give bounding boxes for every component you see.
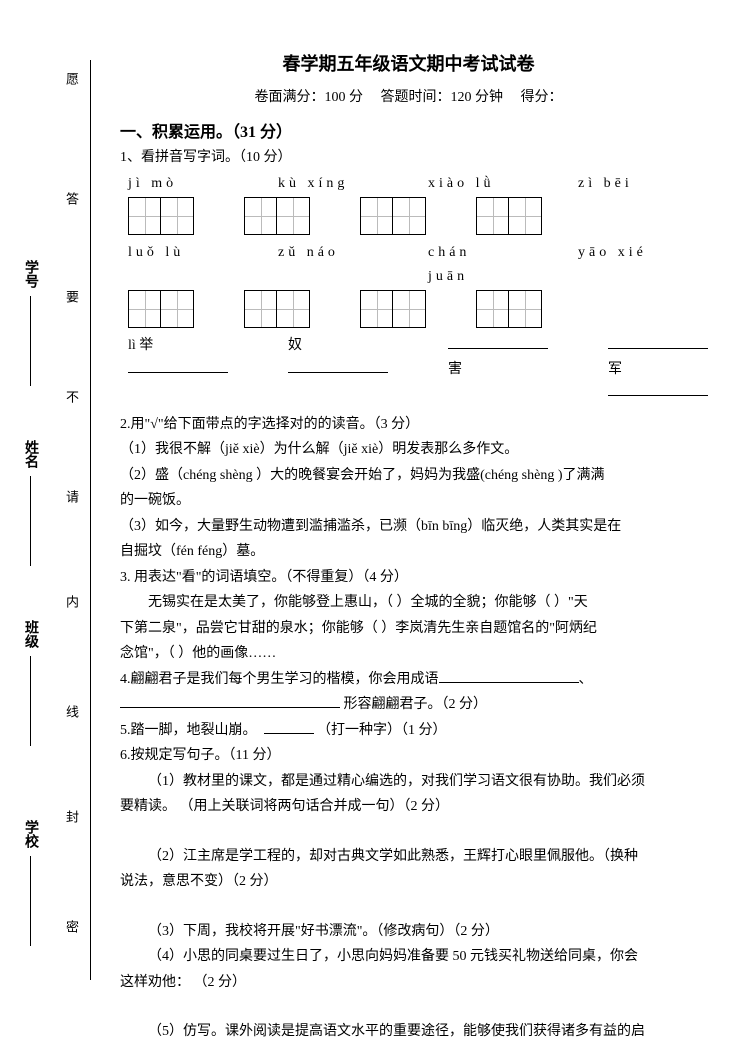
q2-l2b: 的一碗饭。: [120, 489, 697, 513]
blank[interactable]: [608, 382, 708, 396]
tianzige[interactable]: [476, 197, 542, 235]
full-marks-label: 卷面满分：: [255, 90, 325, 105]
q2-l3b: 自掘坟（fén féng）墓。: [120, 540, 697, 564]
q4-l1: 4.翩翩君子是我们每个男生学习的楷模，你会用成语: [120, 672, 439, 687]
binding-char-4: 不: [62, 390, 81, 403]
binding-char-7: 线: [62, 705, 81, 718]
q2-l2a: （2）盛（chéng shèng ）大的晚餐宴会开始了，妈妈为我盛(chéng …: [120, 464, 697, 488]
pinyin-8: yāo xié: [578, 241, 668, 288]
binding-char-9: 密: [62, 920, 81, 933]
q6-s3: （3）下周，我校将开展"好书漂流"。（修改病句）（2 分）: [120, 920, 697, 944]
field-number-label: 学号: [23, 260, 38, 288]
q3-stem: 3. 用表达"看"的词语填空。（不得重复）（4 分）: [120, 566, 697, 590]
exam-title: 春学期五年级语文期中考试试卷: [120, 50, 697, 76]
blank[interactable]: [439, 682, 579, 683]
answer-space[interactable]: [120, 996, 697, 1018]
q2-l1: （1）我很不解（jiě xiè）为什么解（jiě xiè）明发表那么多作文。: [120, 438, 697, 462]
section-1-body: 1、看拼音写字词。（10 分） jì mò kù xíng xiào lǜ zì…: [120, 146, 697, 1044]
binding-char-6: 内: [62, 595, 81, 608]
exam-page: 愿 答 要 不 请 内 线 封 密 学校 班级 姓名 学号: [0, 0, 737, 1020]
fill-b: 奴: [288, 334, 388, 358]
binding-margin: 愿 答 要 不 请 内 线 封 密 学校 班级 姓名 学号: [0, 0, 110, 1020]
tianzige[interactable]: [244, 197, 310, 235]
q6-s5: （5）仿写。课外阅读是提高语文水平的重要途径，能够使我们获得诸多有益的启: [120, 1020, 697, 1044]
q5: 5.踏一脚，地裂山崩。 （打一种字）（1 分）: [120, 719, 697, 743]
section-1-heading: 一、积累运用。（31 分）: [120, 118, 697, 142]
field-name-label: 姓名: [23, 440, 38, 468]
pinyin-5: luǒ lù: [128, 241, 218, 288]
q6-s2a: （2）江主席是学工程的，却对古典文学如此熟悉，王辉打心眼里佩服他。（换种: [120, 845, 697, 869]
q1-stem: 1、看拼音写字词。（10 分）: [120, 146, 697, 170]
binding-char-1: 愿: [62, 72, 81, 85]
q5-hint: （打一种字）（1 分）: [317, 723, 447, 738]
pinyin-6: zǔ náo: [278, 241, 368, 288]
q1-boxes-row-2: [128, 290, 697, 328]
answer-space[interactable]: [120, 821, 697, 843]
field-class-label: 班级: [23, 620, 38, 648]
q6-s4a: （4）小思的同桌要过生日了，小思向妈妈准备要 50 元钱买礼物送给同桌，你会: [120, 945, 697, 969]
pinyin-2: kù xíng: [278, 172, 368, 196]
blank[interactable]: [608, 335, 708, 349]
field-school-label: 学校: [23, 820, 38, 848]
fill-a: lì 举: [128, 334, 228, 358]
exam-meta: 卷面满分：100 分 答题时间：120 分钟 得分：: [120, 86, 697, 106]
q1-boxes-row-1: [128, 197, 697, 235]
pinyin-1: jì mò: [128, 172, 218, 196]
q1-pinyin-row-2: luǒ lù zǔ náo chán juān yāo xié: [128, 241, 697, 288]
tianzige[interactable]: [476, 290, 542, 328]
field-class-line: [30, 656, 31, 746]
q1-pinyin-row-1: jì mò kù xíng xiào lǜ zì bēi: [128, 172, 697, 196]
tianzige[interactable]: [360, 197, 426, 235]
blank[interactable]: [128, 359, 228, 373]
tianzige[interactable]: [360, 290, 426, 328]
field-school-line: [30, 856, 31, 946]
q2-stem: 2.用"√"给下面带点的字选择对的的读音。（3 分）: [120, 413, 697, 437]
tianzige[interactable]: [128, 197, 194, 235]
time-value: 120 分钟: [451, 90, 504, 105]
tianzige[interactable]: [128, 290, 194, 328]
binding-char-8: 封: [62, 810, 81, 823]
binding-fields: 学校 班级 姓名 学号: [20, 60, 40, 980]
pinyin-4: zì bēi: [578, 172, 668, 196]
field-name-line: [30, 476, 31, 566]
q6-s1b: 要精读。 （用上关联词将两句话合并成一句）（2 分）: [120, 795, 697, 819]
q2-l3a: （3）如今，大量野生动物遭到滥捕滥杀，已濒（bīn bīng）临灭绝，人类其实是…: [120, 515, 697, 539]
answer-space[interactable]: [120, 896, 697, 918]
binding-cut-line: [90, 60, 91, 980]
full-marks-value: 100 分: [325, 90, 364, 105]
binding-char-2: 答: [62, 192, 81, 205]
blank[interactable]: [288, 359, 388, 373]
score-label: 得分：: [521, 90, 563, 105]
blank[interactable]: [448, 335, 548, 349]
blank[interactable]: [264, 720, 314, 734]
field-number-line: [30, 296, 31, 386]
blank[interactable]: [120, 707, 340, 708]
q4-l2: 形容翩翩君子。（2 分）: [120, 693, 697, 717]
time-label: 答题时间：: [381, 90, 451, 105]
binding-char-3: 要: [62, 290, 81, 303]
q3-l1a: 无锡实在是太美了，你能够登上惠山，（ ）全城的全貌；你能够（ ）"天: [120, 591, 697, 615]
q4: 4.翩翩君子是我们每个男生学习的楷模，你会用成语、: [120, 668, 697, 692]
binding-char-5: 请: [62, 490, 81, 503]
q6-stem: 6.按规定写句子。（11 分）: [120, 744, 697, 768]
tianzige[interactable]: [244, 290, 310, 328]
q6-s1a: （1）教材里的课文，都是通过精心编选的，对我们学习语文很有协助。我们必须: [120, 770, 697, 794]
fill-c: 害: [448, 358, 548, 382]
q3-l1b: 下第二泉"，品尝它甘甜的泉水；你能够（ ）李岚清先生亲自题馆名的"阿炳纪: [120, 617, 697, 641]
q6-s4b: 这样劝他： （2 分）: [120, 971, 697, 995]
q5-text: 5.踏一脚，地裂山崩。: [120, 723, 257, 738]
q4-suffix: 形容翩翩君子。（2 分）: [344, 697, 488, 712]
pinyin-3: xiào lǜ: [428, 172, 518, 196]
q1-fill-row: lì 举 奴 害 军: [128, 334, 697, 405]
fill-d: 军: [608, 358, 708, 382]
q3-l1c: 念馆"，（ ）他的画像……: [120, 642, 697, 666]
q6-s2b: 说法，意思不变）（2 分）: [120, 870, 697, 894]
pinyin-7: chán juān: [428, 241, 518, 288]
